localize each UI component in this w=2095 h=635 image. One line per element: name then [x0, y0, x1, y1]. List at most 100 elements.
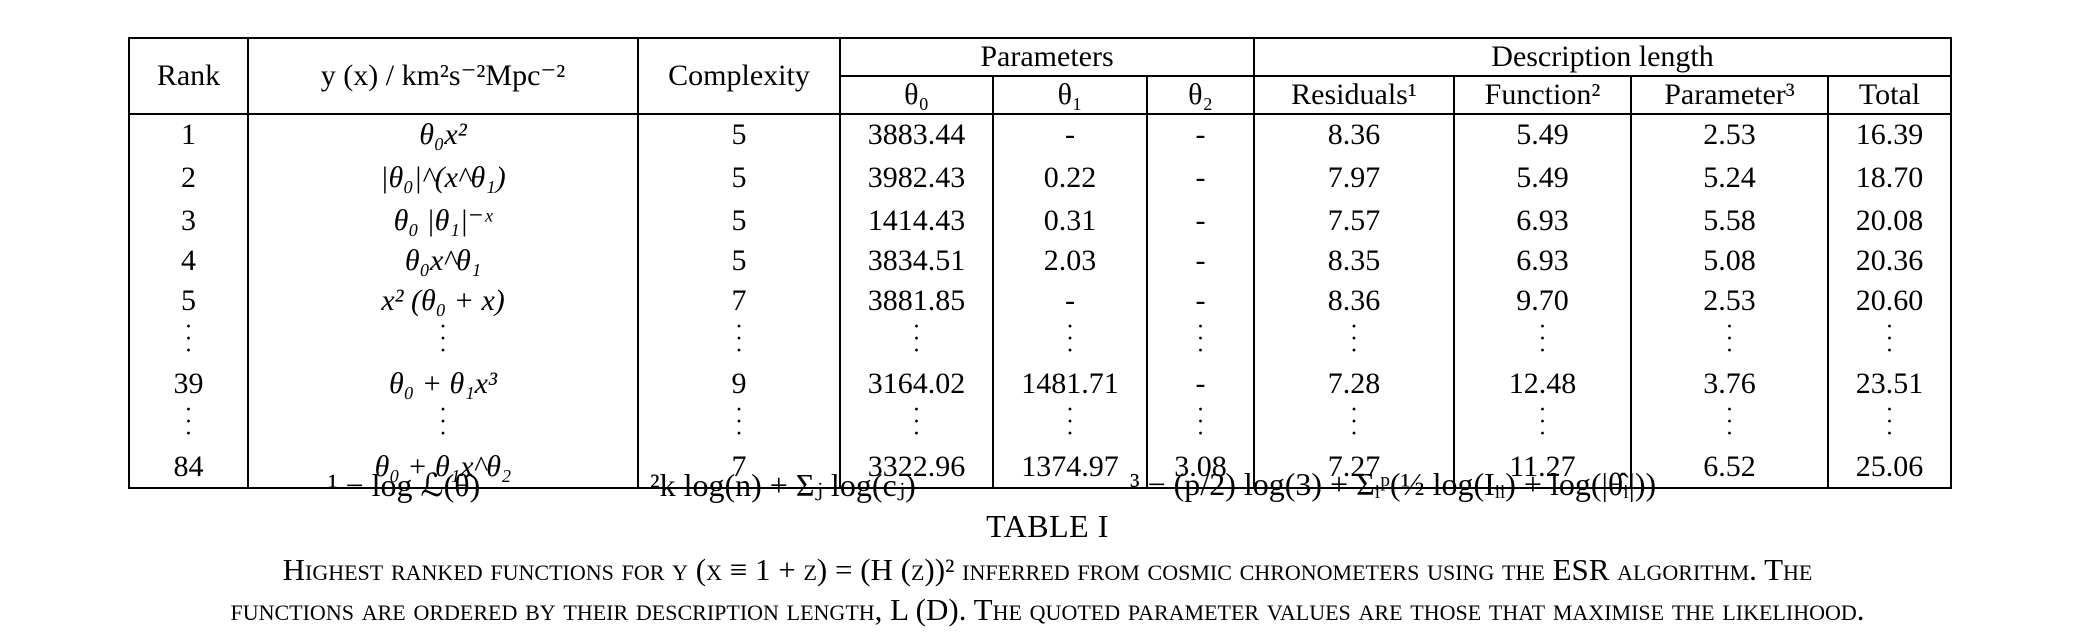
cell-function-length: 11.27: [1453, 447, 1632, 489]
cell-residuals: 8.36: [1253, 281, 1455, 321]
ellipsis-row: · · · · · · · · · · · · · · · · · · · · · · · · · · · · · ·: [128, 315, 1953, 364]
cell-function-length: 5.49: [1453, 155, 1632, 201]
cell-function: θ₀ + θ₁x^θ₂: [247, 447, 639, 489]
cell-residuals: 8.36: [1253, 114, 1455, 155]
footnote-3: ³ − (p/2) log(3) + Σᵢᵖ(½ log(Iᵢᵢ) + log(…: [1130, 466, 1657, 502]
cell-total: 20.60: [1826, 281, 1953, 321]
cell-theta0: 3164.02: [839, 364, 994, 404]
cell-rank: 2: [128, 155, 249, 201]
cell-residuals: 7.27: [1253, 447, 1455, 489]
cell-theta0: 3982.43: [839, 155, 994, 201]
vertical-ellipsis: · · ·: [1146, 315, 1255, 364]
cell-theta1: 0.31: [992, 201, 1148, 241]
cell-rank: 3: [128, 201, 249, 241]
cell-theta1: 0.22: [992, 155, 1148, 201]
header-parameter: Parameter³: [1630, 75, 1829, 115]
vertical-ellipsis: · · ·: [247, 398, 639, 447]
table-caption: Highest ranked functions for y (x ≡ 1 + …: [0, 550, 2095, 630]
cell-complexity: 5: [637, 155, 841, 201]
cell-theta1: -: [992, 114, 1148, 155]
cell-rank: 5: [128, 281, 249, 321]
cell-function: θ₀x^θ₁: [247, 241, 639, 281]
header-total: Total: [1826, 75, 1953, 115]
cell-parameter-length: 6.52: [1630, 447, 1829, 489]
table-number: TABLE I: [986, 508, 1109, 544]
cell-total: 23.51: [1826, 364, 1953, 404]
header-y-function: y (x) / km²s⁻²Mpc⁻²: [247, 37, 639, 115]
vertical-ellipsis: · · ·: [128, 398, 249, 447]
vertical-ellipsis: · · ·: [1253, 398, 1455, 447]
cell-theta0: 3883.44: [839, 114, 994, 155]
cell-residuals: 7.97: [1253, 155, 1455, 201]
cell-complexity: 5: [637, 201, 841, 241]
cell-function-length: 12.48: [1453, 364, 1632, 404]
table-row: 84 θ₀ + θ₁x^θ₂ 7 3322.96 1374.97 3.08 7.27 11.2…: [128, 447, 1953, 489]
table-row: 5 x² (θ₀ + x) 7 3881.85- -8.36 9.70 2.53 20.60: [128, 281, 1953, 321]
esr-results-table-container: Rank y (x) / km²s⁻²Mpc⁻² Complexity Para…: [128, 37, 1953, 489]
cell-total: 20.36: [1826, 241, 1953, 281]
cell-theta1: 2.03: [992, 241, 1148, 281]
vertical-ellipsis: · · ·: [637, 398, 841, 447]
cell-complexity: 7: [637, 447, 841, 489]
table-footnotes: ¹ − log ℒ(θ̂) ²k log(n) + Σⱼ log(cⱼ) ³ −…: [0, 466, 2095, 510]
cell-function-length: 6.93: [1453, 201, 1632, 241]
cell-parameter-length: 2.53: [1630, 281, 1829, 321]
vertical-ellipsis: · · ·: [637, 315, 841, 364]
cell-function: θ₀ |θ₁|⁻ˣ: [247, 201, 639, 241]
vertical-ellipsis: · · ·: [839, 315, 994, 364]
cell-complexity: 7: [637, 281, 841, 321]
cell-theta0: 1414.43: [839, 201, 994, 241]
cell-complexity: 5: [637, 241, 841, 281]
cell-theta0: 3834.51: [839, 241, 994, 281]
cell-theta0: 3881.85: [839, 281, 994, 321]
cell-total: 20.08: [1826, 201, 1953, 241]
cell-parameter-length: 5.24: [1630, 155, 1829, 201]
caption-line-2: functions are ordered by their descripti…: [230, 592, 1865, 627]
header-function: Function²: [1453, 75, 1632, 115]
cell-rank: 39: [128, 364, 249, 404]
table-row: 4 θ₀x^θ₁ 5 3834.51 2.03-8.35 6.93 5.08 20.36: [128, 241, 1953, 281]
table-row: 3 θ₀ |θ₁|⁻ˣ 5 1414.43 0.31-7.57 6.93 5.58 20.08: [128, 201, 1953, 241]
cell-theta1: 1374.97: [992, 447, 1148, 489]
cell-function-length: 6.93: [1453, 241, 1632, 281]
footnote-2: ²k log(n) + Σⱼ log(cⱼ): [650, 467, 916, 503]
cell-complexity: 5: [637, 114, 841, 155]
cell-residuals: 7.57: [1253, 201, 1455, 241]
cell-theta1: -: [992, 281, 1148, 321]
header-theta0: θ₀: [839, 75, 994, 115]
header-theta2: θ₂: [1146, 75, 1255, 115]
table-row: 39 θ₀ + θ₁x³ 9 3164.02 1481.71-7.28 12.48 3.76…: [128, 364, 1953, 404]
cell-rank: 4: [128, 241, 249, 281]
cell-theta2: -: [1146, 114, 1255, 155]
cell-rank: 84: [128, 447, 249, 489]
cell-total: 25.06: [1826, 447, 1953, 489]
cell-rank: 1: [128, 114, 249, 155]
vertical-ellipsis: · · ·: [1826, 398, 1953, 447]
header-parameters: Parameters: [839, 37, 1255, 77]
ellipsis-row: · · · · · · · · · · · · · · · · · · · · · · · · · · · · · ·: [128, 398, 1953, 447]
cell-parameter-length: 5.08: [1630, 241, 1829, 281]
vertical-ellipsis: · · ·: [1253, 315, 1455, 364]
vertical-ellipsis: · · ·: [992, 315, 1148, 364]
vertical-ellipsis: · · ·: [839, 398, 994, 447]
cell-residuals: 7.28: [1253, 364, 1455, 404]
footnote-1: ¹ − log ℒ(θ̂): [328, 467, 481, 503]
cell-function: |θ₀|^(x^θ₁): [247, 155, 639, 201]
cell-residuals: 8.35: [1253, 241, 1455, 281]
cell-function-length: 5.49: [1453, 114, 1632, 155]
cell-theta2: -: [1146, 241, 1255, 281]
vertical-ellipsis: · · ·: [1453, 315, 1632, 364]
cell-function: θ₀ + θ₁x³: [247, 364, 639, 404]
cell-function-length: 9.70: [1453, 281, 1632, 321]
header-complexity: Complexity: [637, 37, 841, 115]
vertical-ellipsis: · · ·: [128, 315, 249, 364]
cell-function: θ₀x²: [247, 114, 639, 155]
vertical-ellipsis: · · ·: [1826, 315, 1953, 364]
cell-total: 18.70: [1826, 155, 1953, 201]
cell-theta2: -: [1146, 155, 1255, 201]
vertical-ellipsis: · · ·: [992, 398, 1148, 447]
vertical-ellipsis: · · ·: [1453, 398, 1632, 447]
vertical-ellipsis: · · ·: [1146, 398, 1255, 447]
cell-parameter-length: 2.53: [1630, 114, 1829, 155]
vertical-ellipsis: · · ·: [1630, 398, 1829, 447]
